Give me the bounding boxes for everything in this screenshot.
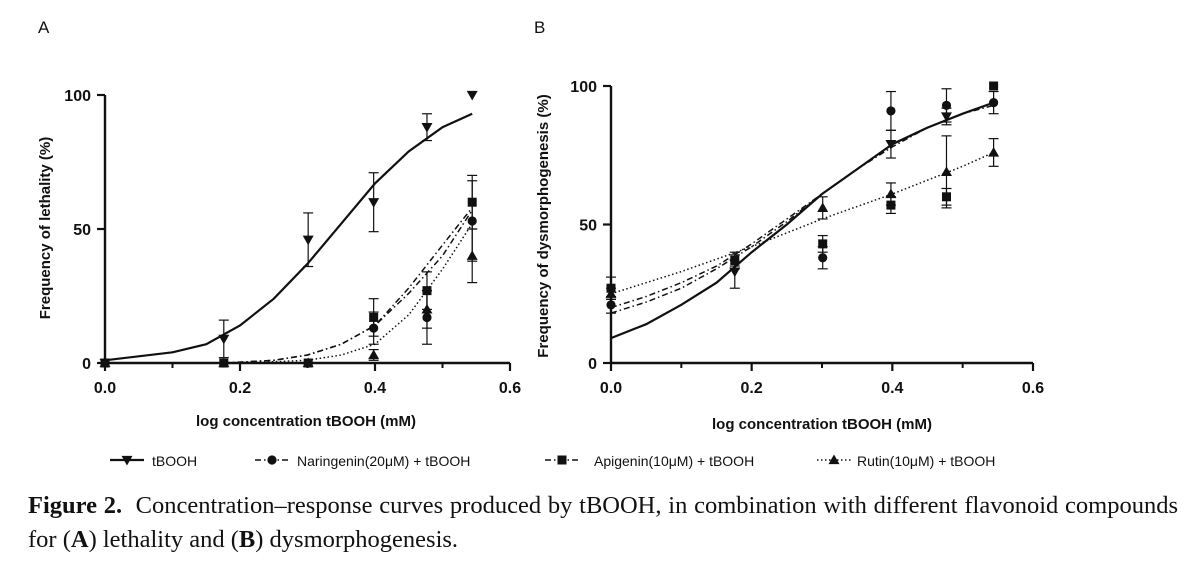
legend-square-marker — [557, 455, 567, 465]
panel-a-fit-curve-rutin — [223, 223, 473, 364]
panel-b-x-tick-label: 0.2 — [741, 380, 763, 397]
panel-a-fit-curve-tbooh — [104, 112, 473, 362]
legend-swatch-rutin — [817, 454, 851, 465]
panel-b-y-tick-label: 100 — [570, 79, 597, 96]
panel-a-rutin-triangle-up-marker — [302, 357, 314, 368]
figure-label: Figure 2. — [28, 492, 123, 519]
panel-b-tbooh-triangle-down-marker — [885, 140, 897, 150]
panel-a-error-bars — [218, 113, 478, 361]
panel-b-naringenin-circle-marker — [989, 98, 999, 108]
panel-b-x-tick-label: 0.4 — [881, 380, 903, 397]
legend-swatch-naringenin — [255, 455, 289, 465]
legend-label-apigenin: Apigenin(10μM) + tBOOH — [594, 453, 754, 469]
panel-b-apigenin-square-marker — [730, 256, 740, 266]
legend-label-tbooh: tBOOH — [152, 453, 197, 469]
panel-b-y-axis-title: Frequency of dysmorphogenesis (%) — [535, 94, 552, 357]
panel-a-tbooh-triangle-down-marker — [421, 123, 433, 133]
panel-b-x-tick-label: 0.0 — [600, 380, 622, 397]
panel-a-y-tick-label: 100 — [64, 88, 91, 105]
panel-a-letter: A — [38, 18, 50, 37]
panel-b-fit-curves — [610, 101, 994, 340]
panel-a-x-tick-label: 0.0 — [94, 380, 116, 397]
legend-item-apigenin: Apigenin(10μM) + tBOOH — [545, 453, 754, 469]
panel-a-rutin-triangle-up-marker — [368, 349, 380, 360]
panel-a-tbooh-triangle-down-marker — [218, 334, 230, 345]
panel-a-x-tick-label: 0.4 — [364, 380, 386, 397]
panel-a-y-tick-label: 50 — [73, 222, 91, 239]
legend-triangle-down-marker — [121, 455, 133, 466]
panel-a-naringenin-circle-marker — [422, 312, 432, 323]
panel-b-fit-curve-naringenin — [610, 104, 994, 314]
panel-a-x-tick-label: 0.6 — [499, 380, 521, 397]
legend-triangle-up-marker — [828, 454, 840, 465]
caption-panel-b-ref: B — [238, 526, 256, 553]
panel-b-apigenin-square-marker — [606, 283, 616, 293]
legend-item-rutin: Rutin(10μM) + tBOOH — [817, 453, 995, 469]
figure-caption: Figure 2. Concentration–response curves … — [28, 489, 1178, 557]
legend-swatch-apigenin — [545, 455, 579, 465]
panel-a-fit-curve-naringenin — [223, 209, 473, 364]
panel-b-rutin-triangle-up-marker — [605, 288, 617, 298]
legend-label-naringenin: Naringenin(20μM) + tBOOH — [297, 453, 470, 469]
panel-a-rutin-triangle-up-marker — [421, 303, 433, 314]
panel-b-tbooh-triangle-down-marker — [940, 112, 952, 122]
panel-b-letter: B — [534, 18, 545, 37]
panel-a-y-axis-title: Frequency of lethality (%) — [37, 137, 54, 320]
panel-b-axes: 0.0 0.2 0.4 0.6 0 50 100 — [570, 79, 1044, 397]
panel-b-x-tick-label: 0.6 — [1022, 380, 1044, 397]
legend-item-tbooh: tBOOH — [110, 453, 197, 469]
panel-a-data-points — [99, 90, 478, 369]
legend-label-rutin: Rutin(10μM) + tBOOH — [857, 453, 995, 469]
panel-b-y-tick-label: 0 — [588, 356, 597, 373]
panel-a-rutin-triangle-up-marker — [99, 357, 111, 368]
panel-a-apigenin-square-marker — [467, 197, 477, 207]
legend: tBOOH Naringenin(20μM) + tBOOH Apigenin(… — [110, 453, 995, 469]
panel-a-apigenin-square-marker — [369, 312, 379, 322]
panel-b-fit-curve-rutin — [610, 151, 994, 295]
panel-b-apigenin-square-marker — [941, 192, 951, 202]
panel-b-fit-curve-tbooh — [610, 101, 994, 340]
panel-a-tbooh-triangle-down-marker — [368, 198, 380, 208]
caption-panel-a-ref: A — [70, 526, 89, 553]
panel-b-x-axis-title: log concentration tBOOH (mM) — [712, 416, 932, 433]
caption-text-2: ) lethality and ( — [88, 526, 239, 553]
panel-a-tbooh-triangle-down-marker — [302, 235, 314, 246]
panel-b-naringenin-circle-marker — [941, 100, 952, 110]
panel-a-apigenin-square-marker — [422, 286, 432, 296]
panel-b-rutin-triangle-up-marker — [940, 166, 952, 176]
panel-b-naringenin-circle-marker — [886, 106, 896, 116]
panel-a-x-tick-label: 0.2 — [229, 380, 251, 397]
panel-b-apigenin-square-marker — [989, 81, 999, 91]
panel-b-data-points — [605, 81, 1000, 310]
panel-b-naringenin-circle-marker — [818, 253, 828, 263]
panel-a-rutin-triangle-up-marker — [218, 357, 230, 368]
legend-item-naringenin: Naringenin(20μM) + tBOOH — [255, 453, 470, 469]
panel-b-tbooh-triangle-down-marker — [729, 267, 741, 278]
panel-b-rutin-triangle-up-marker — [988, 146, 1000, 157]
panel-a-axes: 0.0 0.2 0.4 0.6 0 50 100 — [64, 88, 521, 397]
panel-b-y-tick-label: 50 — [579, 218, 597, 235]
caption-text-3: ) dysmorphogenesis. — [255, 526, 459, 553]
panel-b-apigenin-square-marker — [818, 239, 828, 249]
panel-a-naringenin-circle-marker — [467, 216, 477, 226]
panel-b-fit-curve-apigenin — [610, 101, 994, 309]
panel-a-lethality-chart: A Frequency of lethality (%) log concent… — [37, 18, 521, 430]
panel-a-rutin-triangle-up-marker — [466, 250, 478, 260]
panel-a-y-tick-label: 0 — [82, 356, 91, 373]
panel-b-naringenin-circle-marker — [606, 300, 616, 310]
panel-b-apigenin-square-marker — [886, 200, 896, 210]
panel-a-fit-curve-apigenin — [223, 207, 473, 364]
legend-circle-marker — [267, 455, 277, 465]
caption-text-1: Concentration–response curves produced b… — [28, 492, 1178, 553]
panel-b-dysmorphogenesis-chart: B Frequency of dysmorphogenesis (%) log … — [534, 18, 1044, 433]
panel-b-rutin-triangle-up-marker — [817, 202, 829, 213]
panel-a-x-axis-title: log concentration tBOOH (mM) — [196, 413, 416, 430]
legend-swatch-tbooh — [110, 455, 144, 466]
panel-b-rutin-triangle-up-marker — [885, 188, 897, 199]
panel-a-fit-curves — [104, 112, 473, 364]
panel-a-naringenin-circle-marker — [369, 323, 379, 333]
panel-a-tbooh-triangle-down-marker — [466, 90, 478, 101]
